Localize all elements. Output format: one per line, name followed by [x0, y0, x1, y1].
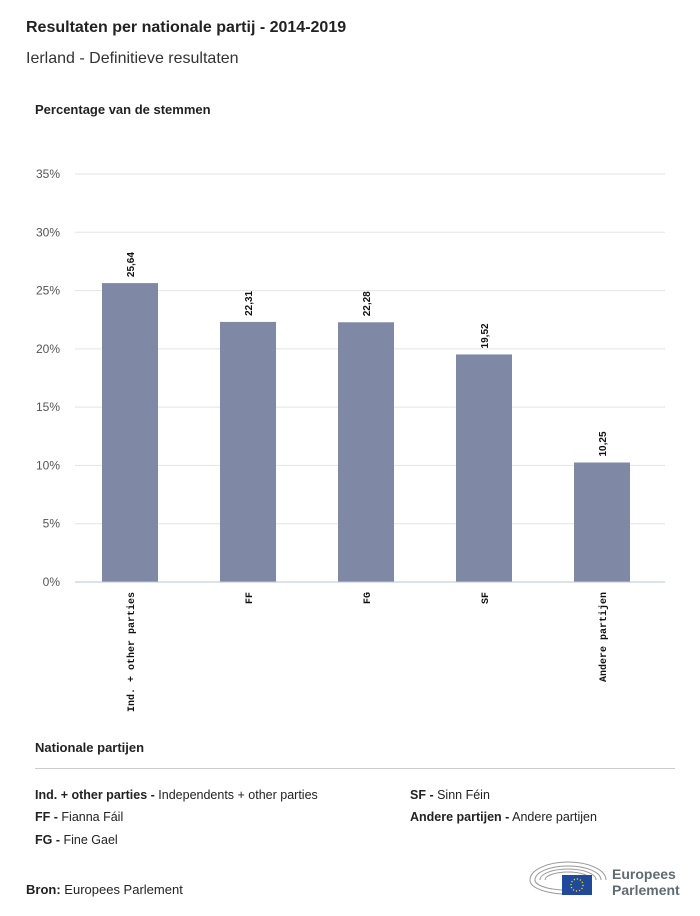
data-label: 25,64: [126, 252, 137, 277]
y-axis-label: Percentage van de stemmen: [35, 102, 211, 117]
bar: [574, 462, 630, 582]
x-tick-label: FG: [363, 592, 374, 604]
legend-item: Ind. + other parties - Independents + ot…: [35, 788, 318, 802]
data-label: 10,25: [598, 431, 609, 456]
bar: [220, 321, 276, 582]
y-tick-label: 15%: [36, 400, 60, 414]
x-tick-label: SF: [481, 592, 492, 604]
legend-divider: [35, 768, 675, 769]
legend-item: Andere partijen - Andere partijen: [410, 810, 597, 824]
bar: [102, 283, 158, 582]
data-label: 22,28: [362, 291, 373, 316]
y-tick-label: 25%: [36, 284, 60, 298]
x-tick-label: Andere partijen: [598, 592, 610, 682]
data-label: 22,31: [244, 290, 255, 315]
europees-parlement-logo: [529, 861, 607, 895]
legend-item: FF - Fianna Fáil: [35, 810, 124, 824]
x-tick-label: Ind. + other parties: [126, 592, 138, 712]
bar-chart: 0% 5% 10% 15% 20% 25% 30% 35% 25,64 Ind. + other …: [36, 167, 665, 712]
y-tick-label: 30%: [36, 225, 60, 239]
chart-subtitle: Ierland - Definitieve resultaten: [26, 50, 239, 67]
y-tick-label: 35%: [36, 167, 60, 181]
legend-item: SF - Sinn Féin: [410, 788, 490, 802]
chart-title: Resultaten per nationale partij - 2014-2…: [26, 19, 347, 36]
y-tick-label: 5%: [43, 517, 61, 531]
legend-item: FG - Fine Gael: [35, 833, 118, 847]
x-tick-label: FF: [245, 592, 256, 604]
y-tick-label: 20%: [36, 342, 60, 356]
y-tick-label: 10%: [36, 458, 60, 472]
eu-flag-icon: [562, 875, 592, 895]
source: Bron: Europees Parlement: [26, 882, 183, 897]
bar: [338, 322, 394, 582]
logo-text: Europees Parlement: [612, 866, 680, 898]
data-label: 19,52: [480, 323, 491, 348]
legend-title: Nationale partijen: [35, 740, 145, 755]
bar: [456, 354, 512, 582]
y-tick-label: 0%: [43, 575, 61, 589]
